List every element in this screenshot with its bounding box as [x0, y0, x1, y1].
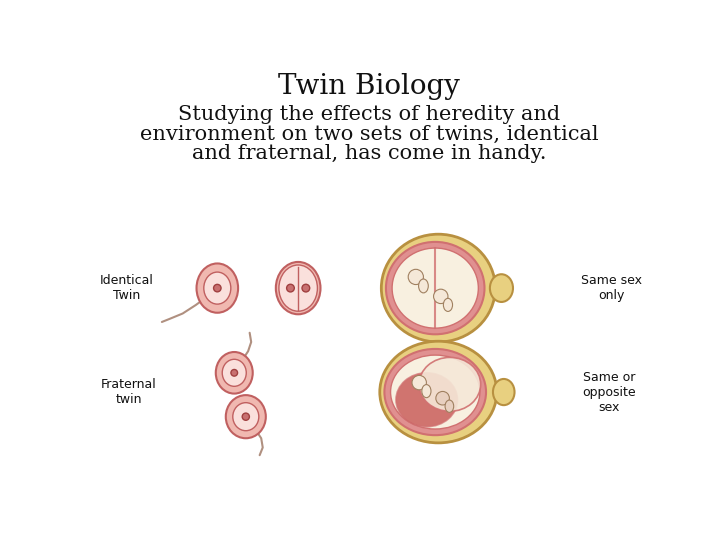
Text: Twin Biology: Twin Biology — [278, 73, 460, 100]
Ellipse shape — [197, 264, 238, 313]
Circle shape — [302, 284, 310, 292]
Text: Studying the effects of heredity and: Studying the effects of heredity and — [178, 105, 560, 124]
Ellipse shape — [216, 352, 253, 394]
Ellipse shape — [396, 373, 457, 427]
Circle shape — [433, 289, 448, 303]
Ellipse shape — [386, 242, 485, 334]
Text: Fraternal
twin: Fraternal twin — [101, 378, 157, 406]
Circle shape — [287, 284, 294, 292]
Ellipse shape — [379, 341, 497, 443]
Ellipse shape — [422, 384, 431, 397]
Text: and fraternal, has come in handy.: and fraternal, has come in handy. — [192, 144, 546, 163]
Ellipse shape — [384, 349, 486, 435]
Circle shape — [412, 375, 426, 390]
Ellipse shape — [276, 262, 320, 314]
Text: Same or
opposite
sex: Same or opposite sex — [582, 370, 636, 414]
Ellipse shape — [382, 234, 495, 342]
Circle shape — [214, 285, 221, 292]
Text: environment on two sets of twins, identical: environment on two sets of twins, identi… — [140, 125, 598, 144]
Ellipse shape — [418, 279, 428, 293]
Text: Same sex
only: Same sex only — [581, 274, 642, 302]
Circle shape — [231, 369, 238, 376]
Ellipse shape — [204, 272, 231, 304]
Circle shape — [408, 269, 423, 285]
Text: Identical
Twin: Identical Twin — [99, 274, 153, 302]
Ellipse shape — [279, 265, 318, 311]
Ellipse shape — [390, 355, 480, 429]
Ellipse shape — [222, 359, 246, 386]
Ellipse shape — [445, 400, 454, 413]
Ellipse shape — [233, 403, 258, 431]
Ellipse shape — [419, 357, 481, 411]
Ellipse shape — [226, 395, 266, 438]
Ellipse shape — [444, 298, 453, 312]
Circle shape — [242, 413, 249, 420]
Circle shape — [436, 392, 449, 405]
Ellipse shape — [493, 379, 515, 405]
Ellipse shape — [490, 274, 513, 302]
Ellipse shape — [392, 248, 478, 328]
